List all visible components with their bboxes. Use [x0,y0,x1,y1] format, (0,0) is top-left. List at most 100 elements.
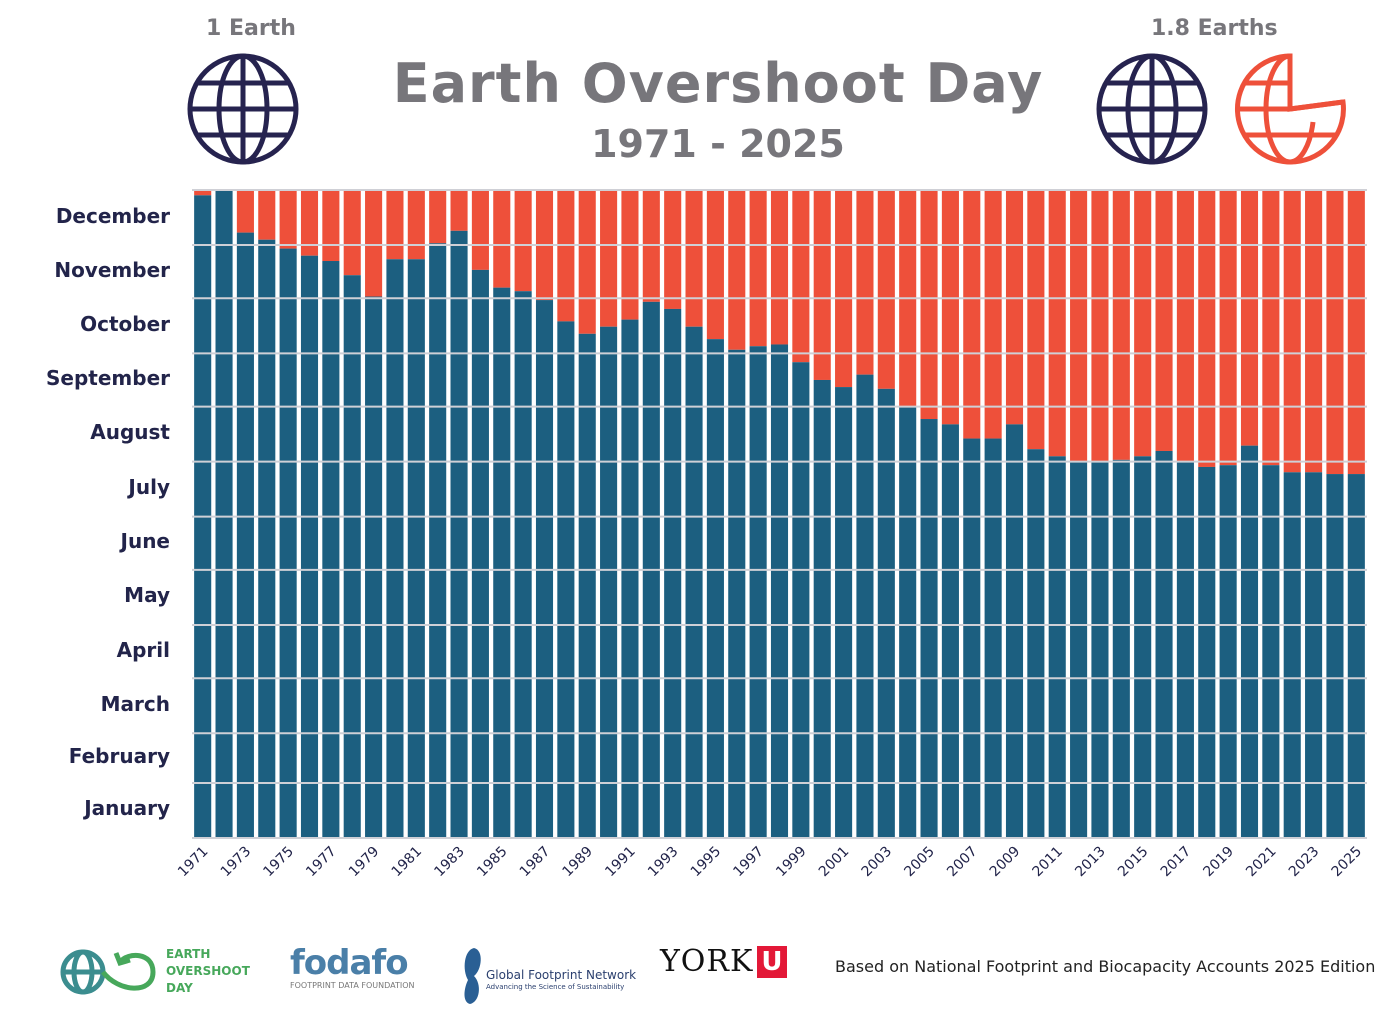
bar-2016 [1155,450,1173,838]
bar-1979 [365,296,383,839]
chart-title: Earth Overshoot Day [392,52,1044,115]
overshoot-bar-2002 [856,190,874,375]
x-tick-label: 2015 [1115,844,1152,881]
bar-2008 [984,438,1002,838]
bar-1985 [493,287,511,839]
month-label: September [46,365,170,390]
month-label: October [80,311,170,336]
x-tick-label: 2001 [816,844,853,881]
overshoot-bar-1991 [621,190,639,320]
bar-1999 [792,362,810,838]
bar-2013 [1091,461,1109,838]
overshoot-bar-1999 [792,190,810,363]
x-tick-label: 2011 [1030,844,1067,881]
x-tick-label: 1997 [730,844,767,881]
x-tick-label: 1979 [346,844,383,881]
overshoot-bar-2017 [1176,190,1194,462]
overshoot-bar-2006 [941,190,959,425]
overshoot-bar-2022 [1283,190,1301,473]
x-tick-label: 1991 [602,844,639,881]
bar-chart: 1971 1973 1975 1977 1979 1981 1983 1985 1987 1989… [175,189,1367,881]
bar-2004 [899,406,917,838]
overshoot-bar-2023 [1305,190,1323,473]
x-tick-label: 2017 [1158,844,1195,881]
overshoot-bar-2020 [1240,190,1259,446]
earths-needed-label: 1.8 Earths [1151,16,1278,41]
bar-1975 [279,248,297,838]
x-tick-label: 1977 [303,844,340,881]
bar-1983 [450,230,468,838]
x-tick-label: 2019 [1200,844,1237,881]
overshoot-bar-2025 [1347,190,1365,475]
overshoot-bar-1977 [322,190,340,262]
chart-subtitle: 1971 - 2025 [591,122,845,166]
overshoot-bar-2000 [813,190,831,380]
overshoot-bar-2009 [1005,190,1024,425]
overshoot-bar-2015 [1134,190,1152,457]
bar-2011 [1048,456,1066,838]
x-tick-label: 2025 [1329,844,1366,881]
overshoot-bar-2019 [1219,190,1237,466]
bar-2010 [1027,449,1045,838]
month-label: February [68,744,170,769]
overshoot-bar-1986 [514,190,532,292]
bar-2006 [941,424,959,838]
bar-2019 [1219,465,1237,838]
bar-2023 [1305,472,1323,838]
bar-2018 [1198,466,1216,838]
overshoot-bar-1984 [471,190,489,270]
one-earth-label: 1 Earth [206,16,296,41]
x-tick-label: 2013 [1072,844,1109,881]
overshoot-bar-1993 [664,190,682,309]
bar-2021 [1262,465,1280,838]
month-label: November [54,257,170,282]
bar-2017 [1176,461,1194,838]
overshoot-bar-2021 [1262,190,1280,466]
bar-1972 [215,190,233,838]
overshoot-bar-1995 [706,190,724,340]
bar-1989 [578,333,596,838]
bar-1981 [407,259,425,838]
x-tick-label: 2003 [859,844,896,881]
x-tick-label: 2023 [1286,844,1323,881]
bar-1990 [600,326,618,838]
overshoot-bar-2016 [1155,190,1173,451]
bar-2024 [1326,474,1344,838]
x-tick-label: 1973 [218,844,255,881]
bar-1978 [343,275,361,838]
bar-2007 [963,438,981,838]
bar-2005 [920,419,938,838]
bar-1980 [386,259,404,838]
x-tick-label: 1995 [688,844,725,881]
month-label: July [128,475,170,500]
overshoot-bar-2003 [877,190,895,389]
york-university-logo: YORK U [660,944,787,979]
overshoot-bar-1982 [429,190,447,244]
month-label: April [116,637,170,662]
x-tick-label: 2005 [901,844,938,881]
bar-2014 [1112,459,1130,838]
bar-1996 [728,349,746,838]
partial-globe-icon [1234,53,1346,165]
bar-2020 [1240,445,1259,838]
bar-1977 [322,261,340,839]
overshoot-bar-2007 [963,190,981,439]
overshoot-bar-1981 [407,190,425,260]
x-tick-label: 1971 [175,844,212,881]
overshoot-bar-1980 [386,190,404,260]
earth-overshoot-day-logo: EARTH OVERSHOOT DAY [58,944,268,999]
bar-1973 [236,232,254,838]
overshoot-bar-1976 [300,190,319,256]
bar-2002 [856,374,874,838]
overshoot-bar-2010 [1027,190,1045,450]
overshoot-bar-1971 [194,190,212,196]
month-label: December [55,203,170,228]
bar-1995 [706,339,724,838]
x-tick-label: 1975 [260,844,297,881]
source-note: Based on National Footprint and Biocapac… [835,957,1376,976]
overshoot-bar-1983 [450,190,468,231]
overshoot-bar-1974 [258,190,276,240]
overshoot-bar-1979 [365,190,383,297]
globe-icon [187,53,299,165]
